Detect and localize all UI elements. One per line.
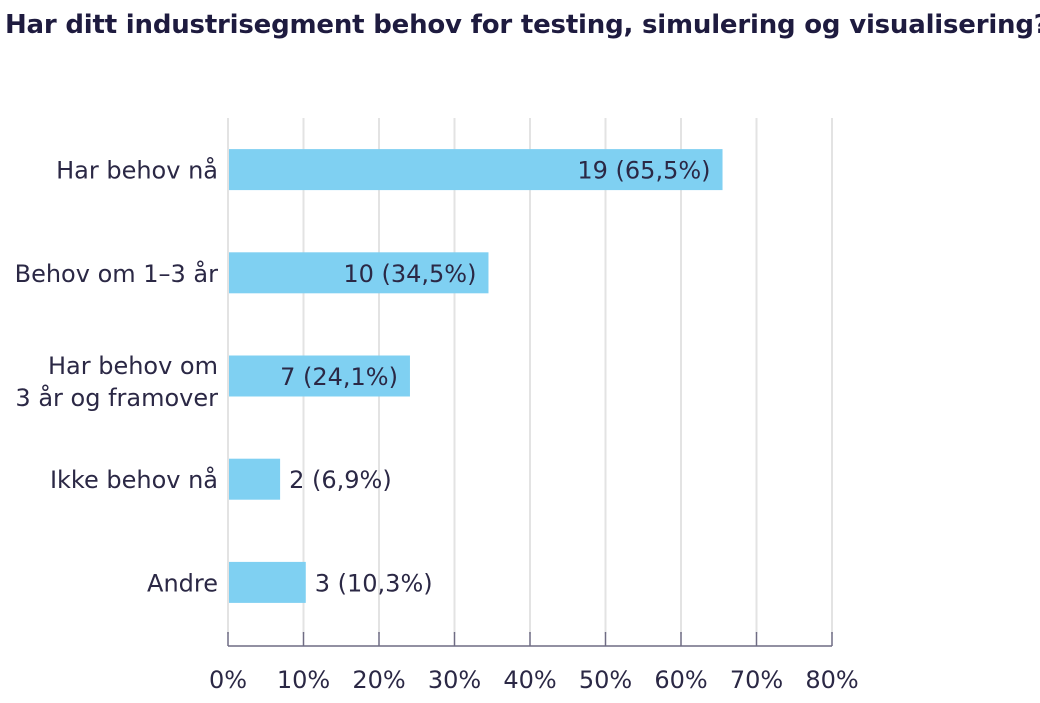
bar (228, 252, 489, 294)
category-label: Ikke behov nå (50, 465, 218, 494)
category-label: 3 år og framover (15, 383, 218, 412)
category-label: Har behov om (48, 352, 218, 380)
data-label: 19 (65,5%) (577, 157, 710, 185)
data-label: 10 (34,5%) (343, 260, 476, 288)
category-label: Har behov nå (56, 156, 218, 185)
bar (228, 355, 410, 397)
chart-title: Har ditt industrisegment behov for testi… (5, 10, 1040, 40)
category-label: Behov om 1–3 år (15, 259, 219, 288)
x-tick-label: 40% (503, 666, 556, 694)
bar (228, 561, 306, 603)
x-tick-label: 70% (730, 666, 783, 694)
x-tick-label: 0% (209, 666, 247, 694)
x-tick-label: 20% (352, 666, 405, 694)
x-tick-label: 60% (654, 666, 707, 694)
x-tick-label: 80% (805, 666, 858, 694)
category-label: Andre (147, 569, 218, 597)
x-tick-label: 10% (277, 666, 330, 694)
data-label: 3 (10,3%) (315, 569, 433, 597)
x-tick-label: 30% (428, 666, 481, 694)
x-tick-label: 50% (579, 666, 632, 694)
bar (228, 149, 723, 191)
bar (228, 458, 281, 500)
data-label: 2 (6,9%) (289, 466, 392, 494)
data-label: 7 (24,1%) (280, 363, 398, 391)
